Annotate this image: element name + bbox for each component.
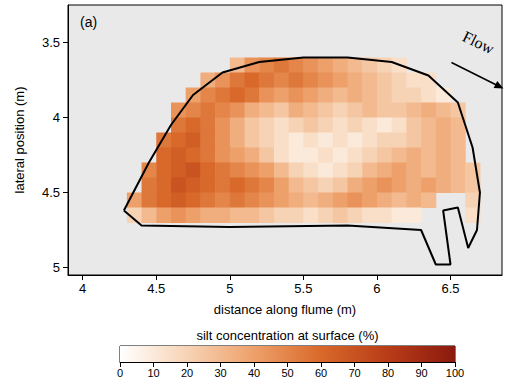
svg-text:silt concentration at surface: silt concentration at surface (%) bbox=[196, 328, 378, 343]
svg-text:(a): (a) bbox=[80, 14, 97, 30]
svg-text:5: 5 bbox=[53, 260, 60, 275]
svg-text:3.5: 3.5 bbox=[42, 35, 60, 50]
svg-text:20: 20 bbox=[181, 367, 193, 379]
svg-text:5.5: 5.5 bbox=[294, 281, 312, 296]
svg-text:Flow: Flow bbox=[460, 28, 497, 58]
svg-text:6: 6 bbox=[373, 281, 380, 296]
svg-text:90: 90 bbox=[415, 367, 427, 379]
svg-text:60: 60 bbox=[315, 367, 327, 379]
svg-text:6.5: 6.5 bbox=[441, 281, 459, 296]
svg-text:4.5: 4.5 bbox=[42, 185, 60, 200]
svg-text:5: 5 bbox=[226, 281, 233, 296]
svg-text:lateral position (m): lateral position (m) bbox=[12, 87, 27, 194]
svg-text:30: 30 bbox=[214, 367, 226, 379]
svg-text:40: 40 bbox=[248, 367, 260, 379]
svg-text:0: 0 bbox=[117, 367, 123, 379]
svg-text:70: 70 bbox=[348, 367, 360, 379]
svg-text:10: 10 bbox=[147, 367, 159, 379]
svg-text:4.5: 4.5 bbox=[147, 281, 165, 296]
svg-text:4: 4 bbox=[53, 110, 60, 125]
svg-text:100: 100 bbox=[446, 367, 464, 379]
svg-text:4: 4 bbox=[79, 281, 86, 296]
svg-text:distance along flume (m): distance along flume (m) bbox=[214, 302, 356, 317]
svg-text:80: 80 bbox=[382, 367, 394, 379]
svg-text:50: 50 bbox=[281, 367, 293, 379]
